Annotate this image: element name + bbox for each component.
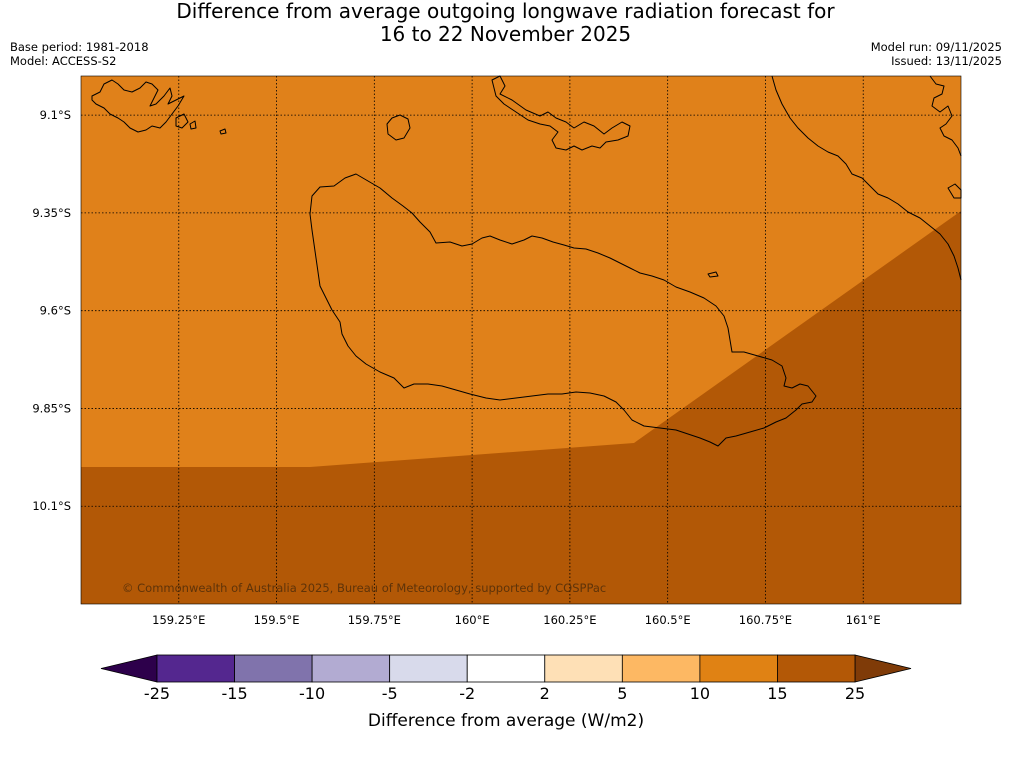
model-run: Model run: 09/11/2025 [870, 40, 1002, 54]
colorbar-tick-label: -15 [221, 684, 247, 703]
colorbar-segment [544, 654, 623, 683]
colorbar-segment [777, 654, 856, 683]
colorbar-tick-label: -10 [299, 684, 325, 703]
colorbar-tick-label: -5 [382, 684, 398, 703]
coastlines [91, 75, 962, 447]
lon-label: 160.75°E [739, 613, 792, 627]
coastline-guadalcanal [309, 173, 817, 447]
coastline-malaita-west [491, 75, 631, 151]
colorbar-tick-label: 10 [690, 684, 710, 703]
lat-label: 9.1°S [40, 108, 71, 122]
base-period: Base period: 1981-2018 [10, 40, 149, 54]
lat-label: 10.1°S [32, 499, 71, 513]
colorbar-segment [389, 654, 468, 683]
colorbar: -25 -15 -10 -5 -2 2 5 10 15 25 [100, 654, 912, 703]
chart-title: Difference from average outgoing longwav… [0, 0, 1011, 46]
longitude-labels: 159.25°E 159.5°E 159.75°E 160°E 160.25°E 160.… [152, 613, 881, 627]
colorbar-segment [699, 654, 778, 683]
issued-date: Issued: 13/11/2025 [891, 54, 1002, 68]
colorbar-tick-label: -2 [459, 684, 475, 703]
meta-left: Base period: 1981-2018 Model: ACCESS-S2 [10, 40, 149, 68]
lon-label: 160°E [455, 613, 490, 627]
field-15-25 [81, 211, 961, 604]
lon-label: 159.75°E [348, 613, 401, 627]
title-line-1: Difference from average outgoing longwav… [176, 0, 835, 23]
coastline-savo [386, 114, 411, 141]
copyright-notice: © Commonwealth of Australia 2025, Bureau… [122, 581, 606, 595]
coastline-malaita-east [771, 75, 962, 281]
lon-label: 161°E [846, 613, 881, 627]
lon-label: 160.5°E [645, 613, 691, 627]
colorbar-tick-label: 15 [767, 684, 787, 703]
meta-right: Model run: 09/11/2025 Issued: 13/11/2025 [871, 40, 1002, 68]
lat-label: 9.35°S [32, 206, 71, 220]
lon-label: 159.5°E [254, 613, 300, 627]
coastline-florida-west [91, 79, 185, 133]
map-frame [80, 75, 962, 605]
lat-label: 9.6°S [40, 304, 71, 318]
lon-label: 159.25°E [152, 613, 205, 627]
colorbar-tick-label: 25 [845, 684, 865, 703]
colorbar-segment [156, 654, 235, 683]
lat-label: 9.85°S [32, 401, 71, 415]
coastline-florida-islet [175, 113, 189, 129]
colorbar-segment [234, 654, 313, 683]
colorbar-segment [311, 654, 391, 683]
lon-label: 160.25°E [543, 613, 596, 627]
gridlines [81, 76, 961, 604]
colorbar-segment [621, 654, 701, 683]
coastline-florida-islet-2 [189, 120, 197, 130]
coastline-islet-east [707, 271, 719, 278]
colorbar-tick-label: -25 [144, 684, 170, 703]
coastline-islet-west [219, 128, 227, 135]
colorbar-tick-label: 2 [540, 684, 550, 703]
colorbar-tick-label: 5 [617, 684, 627, 703]
coastline-malaita-north [929, 75, 962, 157]
colorbar-segment [466, 654, 546, 683]
title-line-2: 16 to 22 November 2025 [379, 22, 632, 46]
model-name: Model: ACCESS-S2 [10, 54, 117, 68]
colorbar-title: Difference from average (W/m2) [368, 711, 644, 731]
colorbar-under-extension [100, 654, 158, 683]
latitude-labels: 9.1°S 9.35°S 9.6°S 9.85°S 10.1°S [32, 108, 71, 513]
map-panel: © Commonwealth of Australia 2025, Bureau… [80, 75, 962, 605]
colorbar-over-extension [854, 654, 912, 683]
